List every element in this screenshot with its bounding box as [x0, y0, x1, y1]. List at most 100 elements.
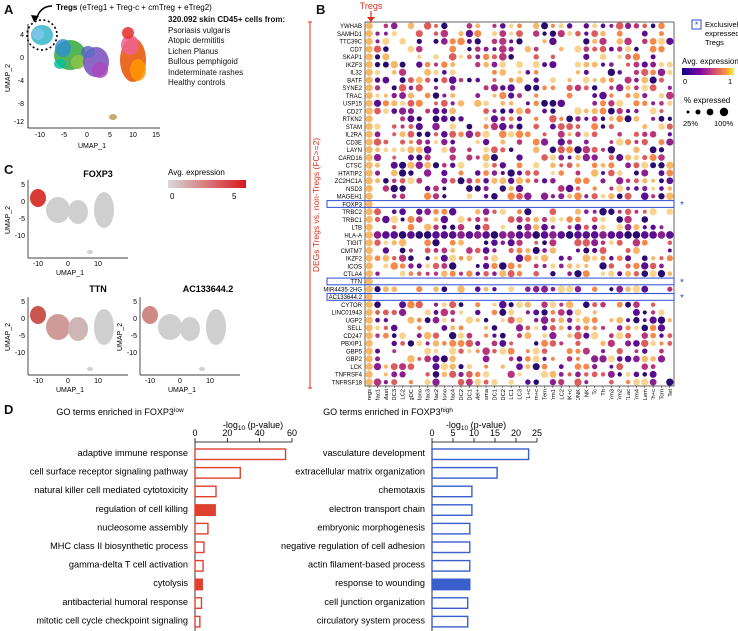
- dot-CYTOR-CTLac: [625, 301, 632, 308]
- dot-GBP5-moDC2: [499, 347, 507, 355]
- bar-axis-tick-label: 60: [287, 428, 297, 438]
- dot-UGP2-Trm+c: [533, 317, 539, 323]
- dot-IL2RA-NK: [583, 131, 590, 138]
- dot-STAM-DC1: [466, 123, 473, 130]
- dot-HLA-A-Tc: [590, 231, 599, 239]
- dot-TRBC1-Trm2: [616, 216, 624, 223]
- dot-CTLA4-Tet: [667, 271, 673, 277]
- dot-BATF-Mast: [382, 76, 390, 84]
- dot-TNFRSF4-DC1: [466, 371, 473, 378]
- dot-LAYN-moDC1: [491, 146, 498, 154]
- gene-row-label: CTLA4: [343, 272, 362, 278]
- dot-CARD16-Tc: [591, 154, 598, 161]
- dot-IL2RA-Tregs: [365, 130, 373, 138]
- dot-SYNE2-Tc: [591, 85, 598, 91]
- dot-CD7-Mac1: [373, 45, 382, 53]
- dot-SKAP1-DC1: [466, 54, 472, 60]
- cell-source-list: 320.092 skin CD45+ cells from: Psoriasis…: [168, 15, 308, 89]
- dot-TTC39C-CTLac: [624, 37, 632, 46]
- dot-PBXIP1-Trm1: [549, 340, 557, 347]
- dot-ICOS-Tcm: [659, 263, 664, 269]
- dot-HTATIP2-Th: [601, 171, 606, 176]
- dot-MIR4435-2HG-LC1: [508, 286, 515, 293]
- exclusive-row-box: [326, 200, 675, 208]
- dot-UGP2-CTLac: [625, 318, 631, 323]
- dot-TRBC1-Tregs: [365, 215, 373, 224]
- dot-CMTM7-LC3: [516, 247, 523, 254]
- dot-CD27-Tc: [591, 107, 598, 115]
- dot-PBXIP1-DC1: [465, 339, 474, 348]
- gene-row-label: FOXP3: [342, 202, 362, 208]
- dot-RTKN2-Th: [600, 116, 606, 122]
- dot-ZC2HC1A-moDC1: [491, 177, 498, 184]
- dot-CD7-CTLac: [624, 45, 632, 53]
- dot-CD27-Tregs: [365, 107, 373, 115]
- dot-PBXIP1-InfMono: [416, 340, 423, 347]
- dot-IKZF3-LC2: [399, 61, 406, 68]
- dot-CD3E-Plasma: [482, 138, 490, 146]
- dot-ICOS-InfMono: [416, 263, 422, 269]
- pct-legend-dot: [706, 108, 714, 116]
- dot-LCK-Tem: [541, 363, 548, 370]
- dot-CD247-Tcm: [659, 333, 664, 338]
- dot-SYNE2-ILC/NK: [574, 84, 582, 92]
- dot-TIGIT-NK: [582, 238, 591, 247]
- dot-IKZF3-Mac2: [433, 62, 439, 67]
- dot-CTSC-ILC2: [559, 163, 564, 168]
- gene-row-label: GBP5: [346, 349, 363, 355]
- dot-IKZF2-LC2: [398, 254, 407, 262]
- dot-LTB-CTL+c: [524, 223, 532, 231]
- dot-MIR4435-2HG-Tc: [592, 286, 598, 292]
- dot-TRBC1-Th: [600, 216, 606, 223]
- dot-CTLA4-Trm2: [617, 271, 623, 277]
- dot-IKZF3-Th: [600, 62, 606, 67]
- dot-CYTOR-LC2: [399, 301, 407, 309]
- dot-LCK-moDC2: [500, 364, 505, 369]
- dot-ICOS-Mac3: [425, 263, 431, 269]
- dot-TTC39C-Th: [599, 37, 607, 45]
- umap-panel-c: FOXP3 TTN AC133644.2 Avg. expression 0 5: [5, 168, 246, 394]
- dot-BATF-LC2: [399, 77, 406, 84]
- dot-TIGIT-Trm4: [632, 238, 641, 247]
- dot-TIGIT-Trm2: [616, 239, 623, 246]
- dot-CD3E-migDC: [408, 140, 413, 145]
- dot-CD3E-Mac2: [433, 139, 439, 145]
- dot-CD27-Tcm: [659, 108, 664, 114]
- dot-IL32-Mac2: [433, 69, 439, 75]
- dot-ICOS-CTLem: [641, 262, 649, 270]
- dot-LINC01943-Mel+: [475, 309, 481, 316]
- dot-SYNE2-Mac4: [449, 85, 456, 91]
- dot-UGP2-Trm4: [633, 317, 640, 324]
- dot-CD7-Trm3: [608, 46, 614, 52]
- dot-LCK-Mac1: [373, 362, 382, 371]
- dot-PBXIP1-Tcm: [659, 341, 664, 346]
- dot-ICOS-ILC2: [558, 263, 564, 269]
- dot-CTSC-Trm3: [608, 162, 615, 169]
- gene-title-ttn: TTN: [89, 284, 107, 294]
- dot-CTLA4-Th+c: [649, 270, 657, 278]
- dot-MAGEH1-Tc: [591, 193, 598, 200]
- dot-HLA-A-CTLem: [640, 231, 649, 239]
- dot-IL2RA-migDC: [407, 130, 415, 138]
- dot-CD27-Mac1: [374, 107, 381, 115]
- dot-HLA-A-Tet: [666, 231, 674, 239]
- dot-STAM-LC1: [508, 124, 514, 129]
- dot-SKAP1-InfMono: [417, 54, 422, 60]
- dot-SELL-Mono: [441, 324, 448, 331]
- dot-TNFRSF4-Th: [600, 372, 606, 377]
- umap-a-ytick: 4: [20, 32, 24, 39]
- dot-YWHAB-moDC1: [492, 23, 497, 28]
- dot-CYTOR-migDC: [407, 300, 415, 309]
- dot-ICOS-Th: [599, 262, 607, 270]
- dot-SKAP1-moDC2: [499, 53, 507, 61]
- dot-HLA-A-Trm3: [607, 231, 616, 239]
- dot-USP15-Mel+: [474, 99, 482, 107]
- dot-ZC2HC1A-Mac4: [449, 177, 456, 184]
- bar-axis-tick-label: 25: [532, 428, 542, 438]
- dot-TNFRSF4-Th+c: [649, 370, 657, 378]
- dot-GBP5-moDC1: [492, 348, 497, 354]
- dot-MIR4435-2HG-Plasma: [483, 286, 489, 292]
- gene-row-label: BATF: [347, 78, 362, 84]
- dot-RTKN2-NK: [584, 116, 589, 121]
- dot-ICOS-LC1: [507, 262, 515, 270]
